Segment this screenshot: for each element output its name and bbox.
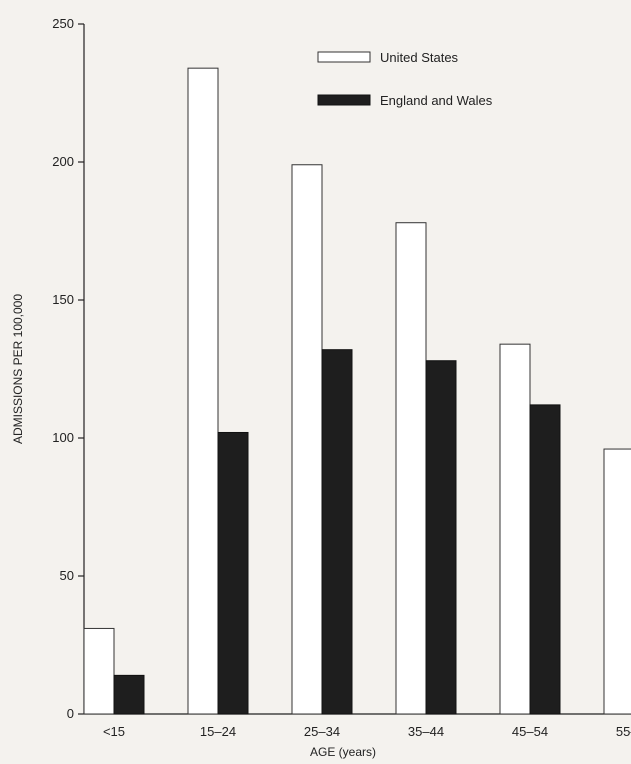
y-tick-label-4: 200 [52,154,74,169]
bar-england-and-wales-2 [321,349,353,715]
x-tick-label-3: 35–44 [408,724,444,739]
bar-england-and-wales-1 [217,431,249,715]
bar-england-and-wales-3 [425,360,457,715]
y-ticks: 0 50 100 150 200 250 [52,16,84,721]
bar-united-states-5 [603,448,631,715]
y-tick-label-0: 0 [67,706,74,721]
x-tick-label-2: 25–34 [304,724,340,739]
bar-united-states-3 [395,222,427,715]
y-tick-label-1: 50 [60,568,74,583]
y-tick-label-5: 250 [52,16,74,31]
legend-swatch-united-states [317,51,371,63]
legend-swatch-england-and-wales [317,94,371,106]
bar-united-states-2 [291,164,323,715]
legend-label-united-states: United States [380,50,459,65]
bar-england-and-wales-0 [113,674,145,715]
y-tick-label-2: 100 [52,430,74,445]
x-tick-label-5: 55–64 [616,724,631,739]
x-tick-label-4: 45–54 [512,724,548,739]
x-axis-title: AGE (years) [310,745,376,759]
x-tick-label-0: <15 [103,724,125,739]
x-tick-label-1: 15–24 [200,724,236,739]
bar-england-and-wales-4 [529,404,561,715]
y-tick-label-3: 150 [52,292,74,307]
y-axis-title: ADMISSIONS PER 100,000 [11,294,25,444]
bar-united-states-4 [499,343,531,715]
bar-united-states-0 [83,627,115,715]
bar-united-states-1 [187,67,219,715]
legend-label-england-and-wales: England and Wales [380,93,493,108]
legend: United States England and Wales [317,50,493,108]
bars [83,67,631,715]
